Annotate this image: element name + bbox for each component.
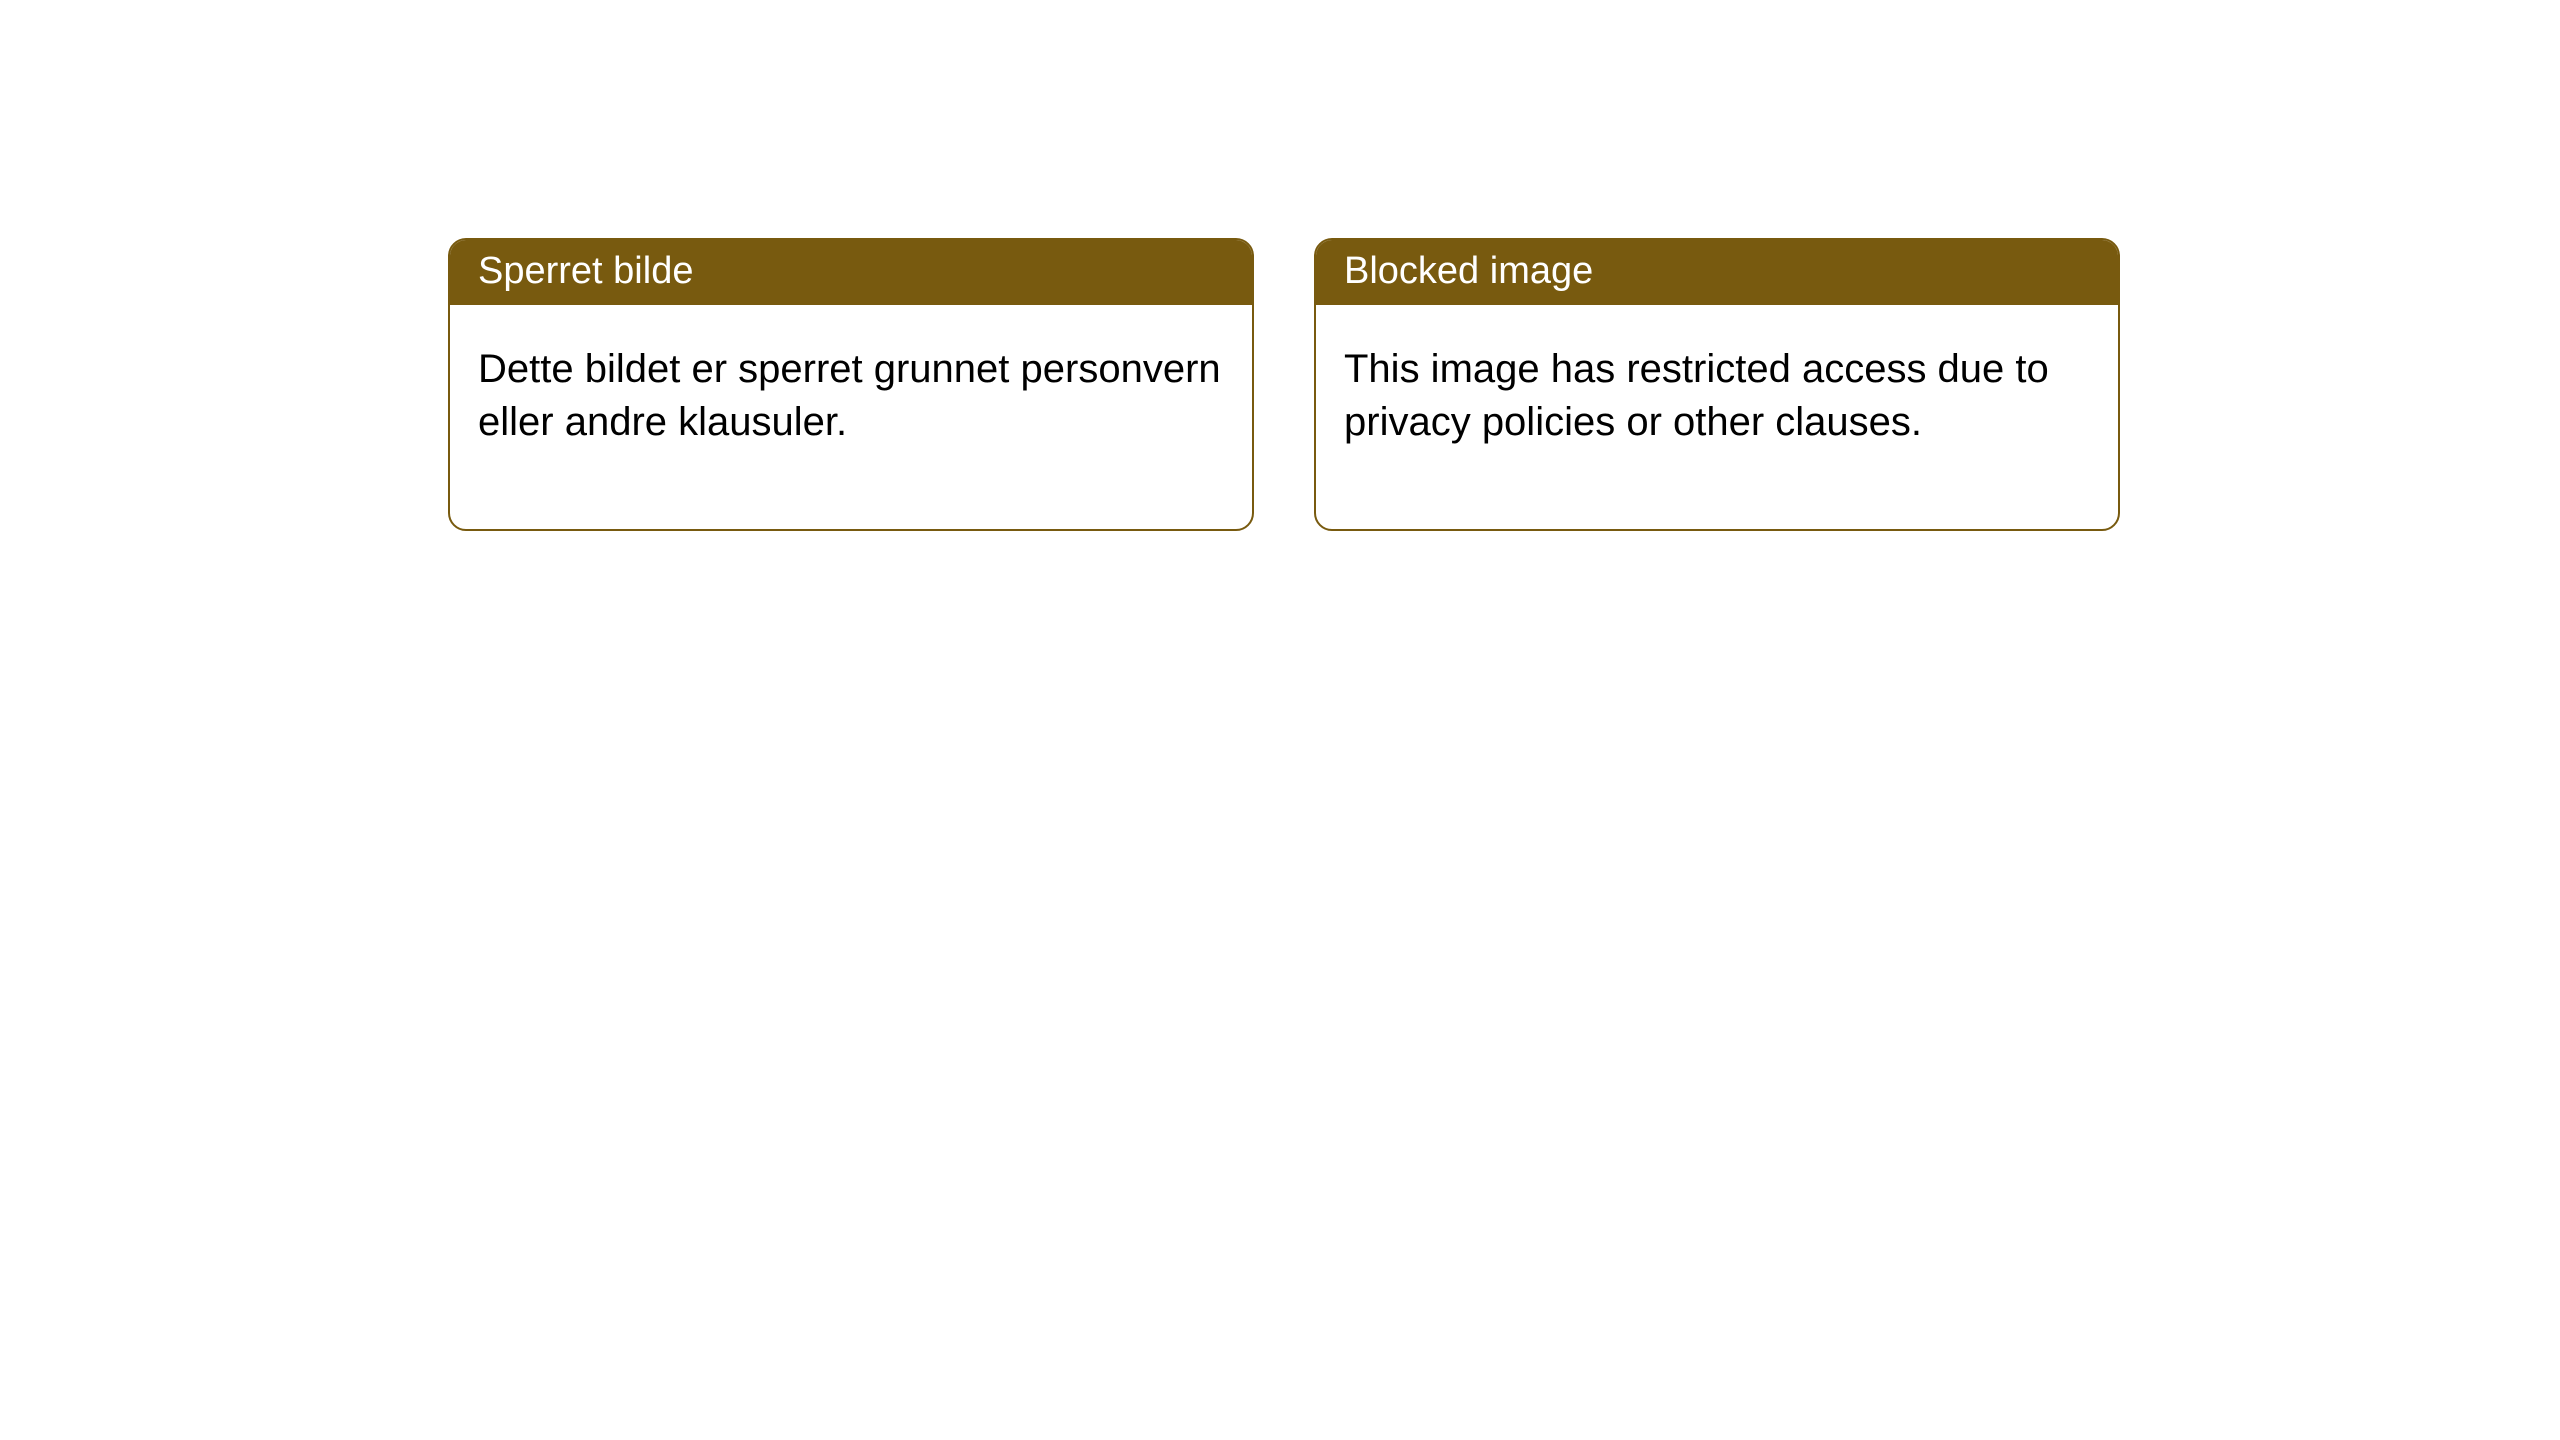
notice-message-norwegian: Dette bildet er sperret grunnet personve… (450, 305, 1252, 529)
notice-title-norwegian: Sperret bilde (450, 240, 1252, 305)
notice-container: Sperret bilde Dette bildet er sperret gr… (448, 238, 2560, 531)
notice-card-norwegian: Sperret bilde Dette bildet er sperret gr… (448, 238, 1254, 531)
notice-message-english: This image has restricted access due to … (1316, 305, 2118, 529)
notice-title-english: Blocked image (1316, 240, 2118, 305)
notice-card-english: Blocked image This image has restricted … (1314, 238, 2120, 531)
